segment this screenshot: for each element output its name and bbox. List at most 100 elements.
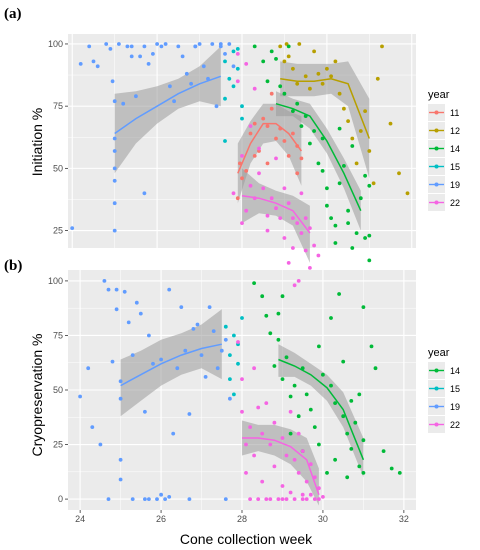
- data-point-14: [342, 164, 346, 168]
- data-point-19: [171, 431, 176, 436]
- data-point-19: [112, 99, 117, 104]
- data-point-22: [248, 124, 253, 128]
- data-point-12: [380, 44, 384, 49]
- data-point-14: [361, 438, 366, 443]
- data-point-22: [284, 453, 289, 458]
- x-tick-label: 30: [318, 514, 328, 524]
- data-point-11: [261, 116, 266, 121]
- data-point-19: [223, 52, 227, 56]
- y-tick-label: 25: [53, 440, 63, 450]
- data-point-15: [228, 353, 232, 357]
- data-point-14: [325, 186, 329, 191]
- data-point-22: [240, 377, 244, 381]
- legend-key-point: [434, 128, 439, 133]
- data-point-19: [163, 497, 168, 501]
- data-point-14: [325, 471, 329, 475]
- data-point-22: [308, 266, 312, 270]
- legend-entry-label: 19: [450, 180, 460, 190]
- data-point-14: [357, 392, 362, 397]
- data-point-14: [367, 183, 372, 188]
- confidence-band-12: [280, 61, 370, 179]
- data-point-19: [191, 327, 196, 331]
- data-point-19: [134, 300, 139, 305]
- data-point-12: [286, 54, 291, 59]
- legend-key-point: [434, 146, 439, 151]
- data-point-19: [121, 101, 126, 106]
- data-point-12: [388, 121, 393, 126]
- y-tick-label: 50: [53, 163, 63, 173]
- data-point-19: [142, 191, 147, 196]
- data-point-22: [278, 216, 283, 221]
- data-point-12: [346, 119, 350, 123]
- data-point-19: [129, 44, 134, 49]
- data-point-14: [261, 59, 266, 64]
- x-tick-label: 26: [156, 514, 166, 524]
- data-point-14: [272, 364, 277, 368]
- data-point-14: [333, 223, 338, 228]
- data-point-14: [280, 294, 285, 299]
- data-point-22: [280, 497, 285, 501]
- x-axis-label-b: Cone collection week: [180, 531, 313, 547]
- data-point-22: [240, 409, 244, 414]
- legend-entry-label: 11: [450, 108, 459, 118]
- data-point-19: [117, 42, 121, 46]
- data-point-15: [235, 47, 240, 51]
- data-point-15: [236, 361, 240, 366]
- data-point-14: [357, 464, 362, 469]
- data-point-12: [308, 86, 312, 91]
- data-point-14: [345, 475, 350, 480]
- y-tick-label: 25: [53, 226, 63, 236]
- data-point-14: [269, 49, 274, 54]
- data-point-15: [228, 377, 232, 381]
- data-point-14: [329, 216, 333, 221]
- data-point-14: [288, 394, 293, 399]
- data-point-11: [286, 154, 291, 158]
- data-point-14: [350, 144, 355, 148]
- data-point-19: [114, 307, 119, 312]
- data-point-15: [240, 316, 244, 320]
- data-point-14: [280, 377, 285, 381]
- data-point-22: [264, 497, 269, 501]
- data-point-12: [375, 76, 380, 81]
- legend-key-point: [434, 164, 439, 169]
- data-point-19: [167, 287, 172, 292]
- data-point-22: [272, 420, 277, 425]
- data-point-22: [252, 366, 256, 371]
- data-point-22: [260, 479, 265, 484]
- data-point-22: [286, 261, 291, 265]
- data-point-14: [329, 316, 333, 320]
- data-point-12: [367, 149, 372, 153]
- data-point-19: [98, 442, 103, 447]
- data-point-14: [317, 442, 321, 447]
- confidence-band-22: [242, 168, 310, 263]
- data-point-19: [78, 62, 83, 66]
- data-point-11: [269, 91, 274, 96]
- data-point-14: [381, 449, 386, 453]
- data-point-22: [256, 405, 261, 410]
- data-point-15: [223, 139, 227, 143]
- data-point-12: [316, 71, 321, 76]
- data-point-12: [278, 44, 283, 49]
- data-point-14: [358, 196, 363, 201]
- y-axis-label-b: Cryopreservation %: [29, 334, 45, 457]
- data-point-12: [363, 109, 367, 113]
- data-point-14: [363, 236, 367, 240]
- data-point-19: [167, 495, 172, 499]
- data-point-22: [282, 186, 287, 191]
- data-point-11: [274, 136, 278, 141]
- data-point-19: [104, 42, 109, 46]
- data-point-19: [183, 348, 188, 353]
- data-point-19: [176, 44, 181, 49]
- data-point-19: [210, 42, 215, 46]
- data-point-19: [187, 497, 192, 501]
- data-point-14: [333, 241, 338, 245]
- data-point-11: [240, 176, 244, 181]
- data-point-14: [341, 359, 346, 364]
- data-point-22: [300, 492, 305, 497]
- data-point-11: [265, 161, 270, 166]
- data-point-11: [252, 154, 257, 158]
- data-point-22: [265, 213, 270, 218]
- data-point-19: [118, 379, 123, 384]
- data-point-22: [274, 206, 278, 211]
